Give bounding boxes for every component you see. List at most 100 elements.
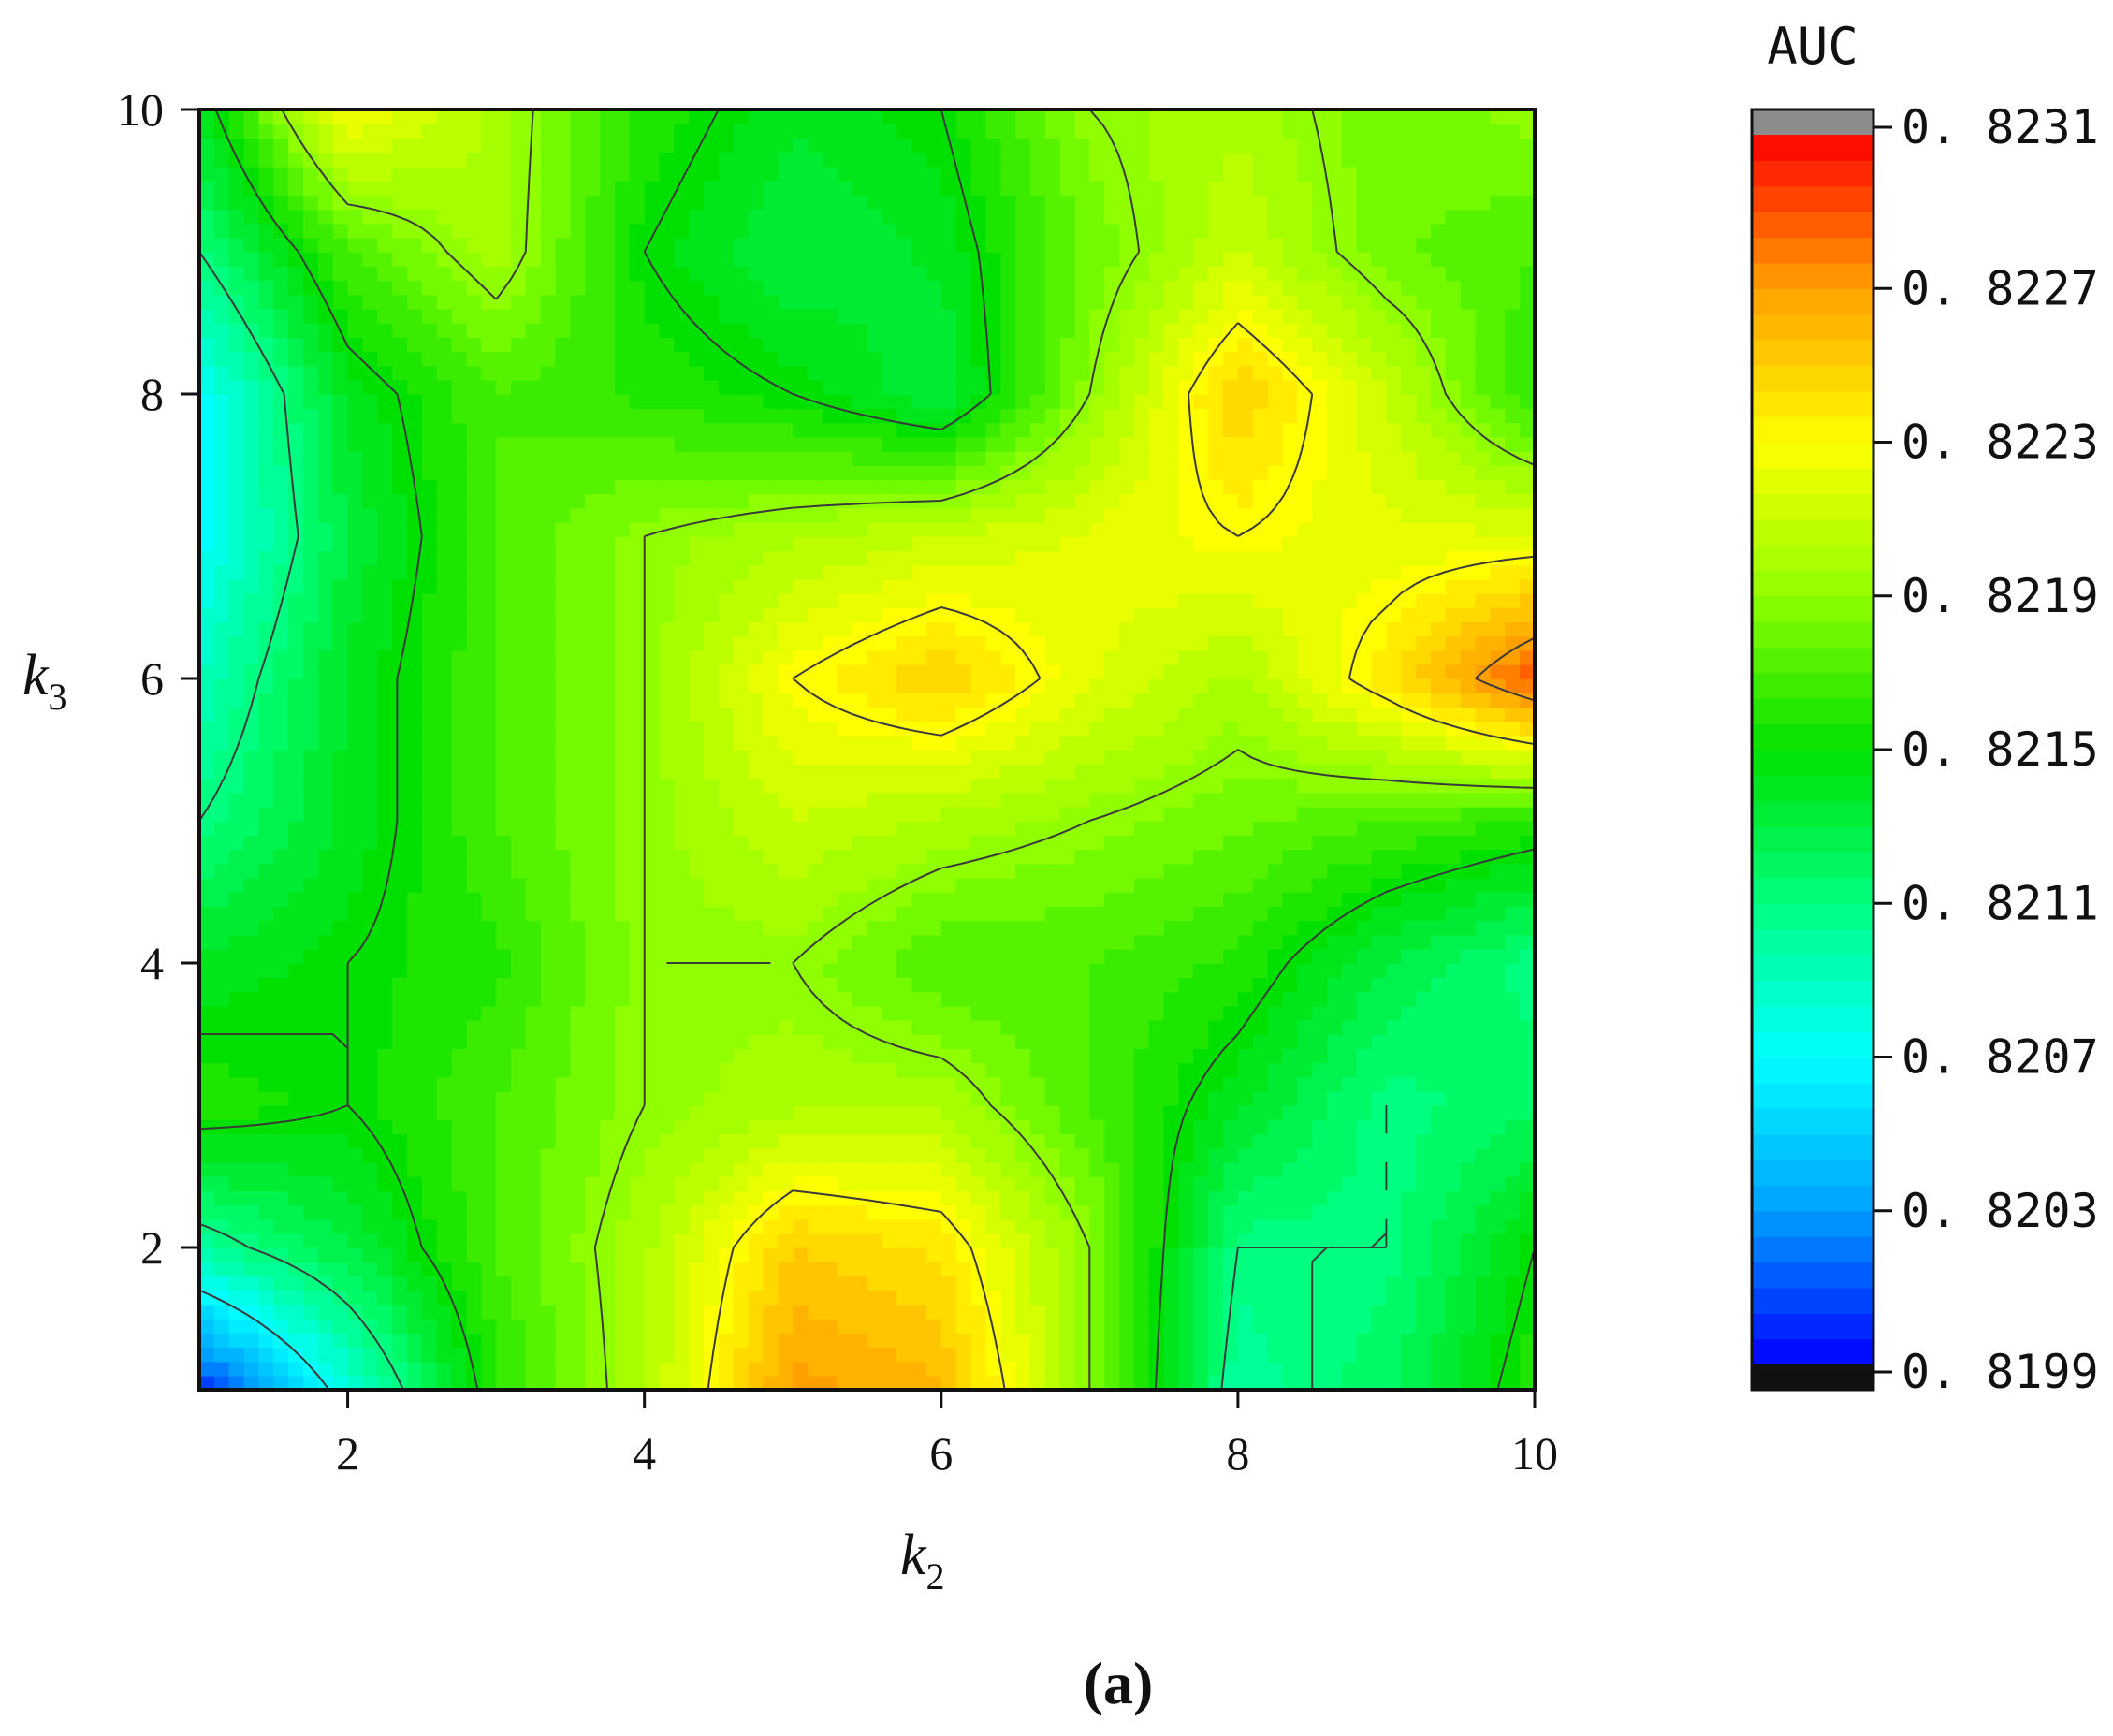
contour-cell bbox=[1133, 1147, 1150, 1163]
contour-cell bbox=[347, 906, 364, 922]
contour-cell bbox=[778, 991, 794, 1007]
contour-cell bbox=[570, 991, 587, 1007]
contour-cell bbox=[1490, 892, 1507, 907]
contour-cell bbox=[555, 1247, 572, 1262]
contour-cell bbox=[392, 1133, 408, 1149]
contour-cell bbox=[451, 750, 468, 765]
contour-cell bbox=[808, 1218, 823, 1234]
contour-cell bbox=[392, 1204, 408, 1220]
contour-cell bbox=[1208, 1375, 1224, 1391]
contour-cell bbox=[199, 1233, 215, 1248]
contour-cell bbox=[1371, 1048, 1388, 1064]
contour-cell bbox=[1416, 863, 1432, 879]
contour-cell bbox=[1015, 863, 1031, 879]
contour-cell bbox=[302, 1233, 319, 1248]
contour-cell bbox=[793, 1147, 809, 1163]
contour-cell bbox=[1312, 948, 1328, 964]
contour-cell bbox=[955, 835, 972, 851]
contour-cell bbox=[377, 721, 393, 737]
contour-cell bbox=[1015, 1347, 1031, 1363]
contour-cell bbox=[1163, 764, 1180, 780]
contour-cell bbox=[555, 877, 572, 893]
contour-cell bbox=[1431, 806, 1447, 822]
contour-cell bbox=[1356, 863, 1373, 879]
contour-cell bbox=[1252, 835, 1269, 851]
contour-cell bbox=[1193, 1190, 1209, 1206]
contour-cell bbox=[911, 693, 927, 708]
contour-cell bbox=[733, 1062, 750, 1078]
contour-cell bbox=[970, 1147, 987, 1163]
contour-cell bbox=[1148, 1176, 1165, 1191]
contour-cell bbox=[896, 1319, 912, 1334]
contour-cell bbox=[955, 1005, 972, 1021]
contour-cell bbox=[1401, 821, 1417, 836]
contour-cell bbox=[1223, 1076, 1239, 1092]
contour-cell bbox=[822, 1119, 838, 1135]
contour-cell bbox=[1282, 849, 1299, 865]
contour-cell bbox=[1178, 1218, 1195, 1234]
contour-cell bbox=[778, 1005, 794, 1021]
contour-cell bbox=[644, 1204, 661, 1220]
contour-cell bbox=[421, 678, 438, 693]
contour-cell bbox=[481, 707, 497, 722]
contour-cell bbox=[555, 621, 572, 637]
contour-cell bbox=[1163, 1276, 1180, 1291]
contour-cell bbox=[451, 1005, 468, 1021]
contour-cell bbox=[1119, 1105, 1135, 1120]
contour-cell bbox=[689, 977, 705, 993]
contour-cell bbox=[1163, 906, 1180, 922]
contour-cell bbox=[1431, 1333, 1447, 1349]
contour-cell bbox=[243, 1062, 260, 1078]
contour-cell bbox=[199, 1161, 215, 1177]
contour-cell bbox=[733, 721, 750, 737]
contour-cell bbox=[377, 1190, 393, 1206]
contour-cell bbox=[332, 991, 349, 1007]
contour-cell bbox=[1148, 1204, 1165, 1220]
contour-cell bbox=[585, 1090, 601, 1106]
contour-cell bbox=[1208, 664, 1224, 679]
contour-cell bbox=[1044, 778, 1061, 794]
contour-cell bbox=[1520, 1319, 1536, 1334]
contour-cell bbox=[466, 635, 483, 651]
contour-cell bbox=[955, 1262, 972, 1277]
contour-cell bbox=[347, 920, 364, 936]
contour-cell bbox=[1163, 849, 1180, 865]
contour-cell bbox=[925, 1147, 942, 1163]
contour-cell bbox=[1208, 607, 1224, 622]
contour-cell bbox=[985, 678, 1001, 693]
contour-cell bbox=[1431, 1161, 1447, 1177]
contour-cell bbox=[317, 664, 334, 679]
contour-cell bbox=[1356, 707, 1373, 722]
contour-cell bbox=[1341, 1218, 1358, 1234]
contour-cell bbox=[1237, 721, 1254, 737]
contour-cell bbox=[614, 635, 631, 651]
contour-cell bbox=[1445, 735, 1462, 751]
contour-cell bbox=[585, 664, 601, 679]
contour-cell bbox=[1371, 906, 1388, 922]
contour-cell bbox=[793, 621, 809, 637]
contour-cell bbox=[970, 721, 987, 737]
contour-cell bbox=[1312, 835, 1328, 851]
contour-cell bbox=[288, 920, 304, 936]
contour-cell bbox=[496, 1361, 512, 1377]
contour-cell bbox=[1460, 1133, 1477, 1149]
contour-cell bbox=[1148, 934, 1165, 950]
contour-cell bbox=[733, 1090, 750, 1106]
contour-cell bbox=[896, 1019, 912, 1035]
contour-cell bbox=[1029, 1262, 1046, 1277]
contour-cell bbox=[1089, 1361, 1105, 1377]
contour-cell bbox=[199, 750, 215, 765]
contour-cell bbox=[793, 1375, 809, 1391]
contour-cell bbox=[1371, 1176, 1388, 1191]
contour-cell bbox=[1282, 1319, 1299, 1334]
contour-cell bbox=[1267, 1218, 1284, 1234]
contour-cell bbox=[911, 1176, 927, 1191]
contour-cell bbox=[1059, 664, 1076, 679]
contour-cell bbox=[955, 1333, 972, 1349]
contour-cell bbox=[955, 1204, 972, 1220]
contour-cell bbox=[808, 1133, 823, 1149]
contour-cell bbox=[1015, 1361, 1031, 1377]
contour-cell bbox=[570, 721, 587, 737]
contour-cell bbox=[213, 664, 230, 679]
contour-cell bbox=[273, 1161, 289, 1177]
